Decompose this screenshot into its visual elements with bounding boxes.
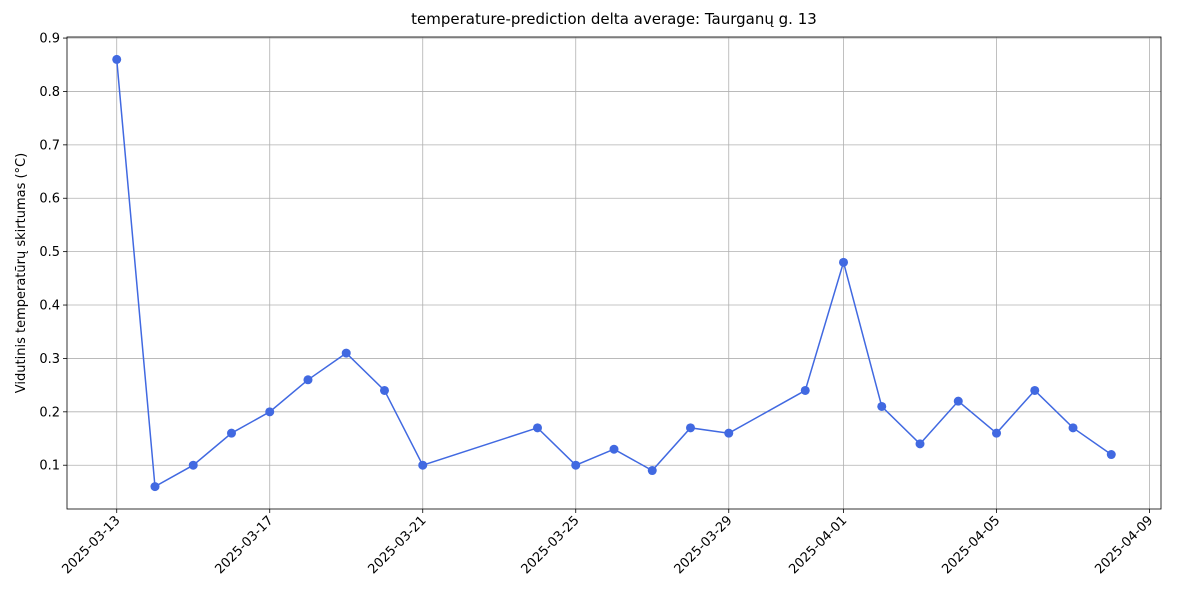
x-tick-label: 2025-03-29: [672, 513, 736, 577]
plot-frame: [66, 36, 1162, 510]
x-tick-label: 2025-03-21: [366, 513, 430, 577]
y-tick-label: 0.9: [39, 32, 60, 47]
x-tick-label: 2025-03-25: [519, 513, 583, 577]
y-tick-label: 0.6: [39, 192, 60, 207]
y-tick-label: 0.2: [39, 405, 60, 420]
marker: [571, 460, 581, 470]
marker: [532, 423, 542, 433]
y-tick-label: 0.7: [39, 138, 60, 153]
chart-title: temperature-prediction delta average: Ta…: [411, 10, 817, 28]
x-tick-label: 2025-04-05: [939, 513, 1003, 577]
marker: [992, 428, 1002, 438]
marker: [112, 54, 122, 64]
y-tick-label: 0.3: [39, 352, 60, 367]
line: [115, 59, 1112, 488]
x-tick-label: 2025-03-13: [60, 513, 124, 577]
marker: [915, 439, 925, 449]
marker: [379, 385, 389, 395]
y-tick-label: 0.4: [39, 299, 60, 314]
marker: [839, 257, 849, 267]
marker: [686, 423, 696, 433]
marker: [188, 460, 198, 470]
y-axis-label: Vidutinis temperatūrų skirtumas (°C): [14, 153, 29, 393]
marker: [150, 482, 160, 492]
marker: [265, 407, 275, 417]
marker: [418, 460, 428, 470]
marker: [226, 428, 236, 438]
marker: [953, 396, 963, 406]
marker: [800, 385, 810, 395]
marker: [303, 375, 313, 385]
marker: [877, 401, 887, 411]
x-tick-label: 2025-03-17: [213, 513, 277, 577]
marker: [609, 444, 619, 454]
x-tick-label: 2025-04-09: [1092, 513, 1156, 577]
marker: [1030, 385, 1040, 395]
marker: [341, 348, 351, 358]
marker: [1106, 450, 1116, 460]
y-tick-label: 0.8: [39, 85, 60, 100]
y-tick-label: 0.5: [39, 245, 60, 260]
y-tick-label: 0.1: [39, 459, 60, 474]
marker: [1068, 423, 1078, 433]
marker: [724, 428, 734, 438]
x-tick-label: 2025-04-01: [786, 513, 850, 577]
marker: [647, 466, 657, 476]
